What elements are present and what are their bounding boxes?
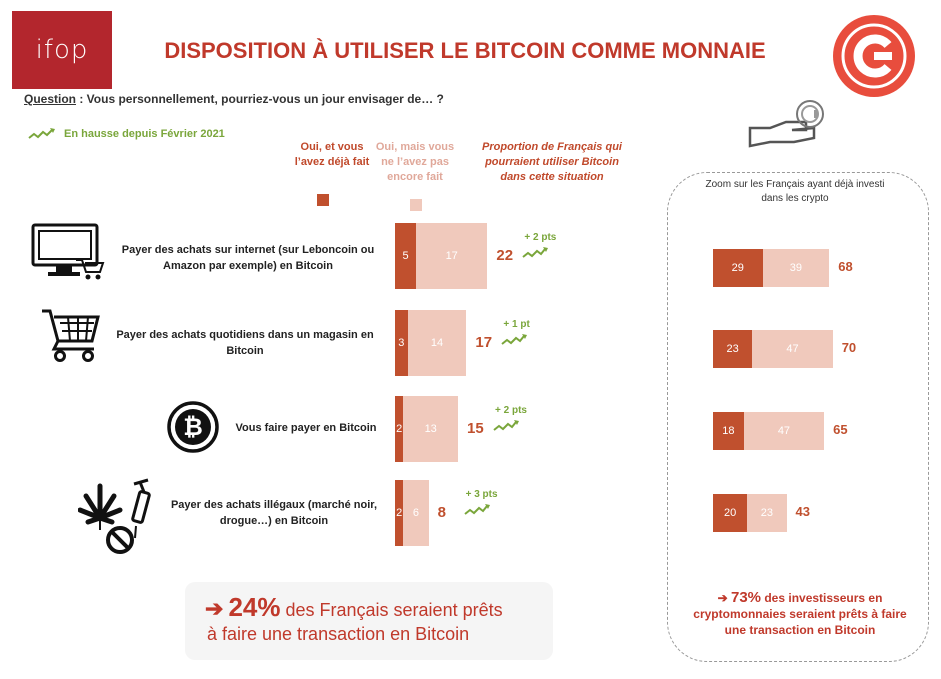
page-title: DISPOSITION À UTILISER LE BITCOIN COMME … [164,38,766,63]
bar-not-yet-0: 39 [762,249,830,287]
trend-up-icon [463,504,490,515]
bar-done-1: 23 [713,330,753,368]
trend-legend: En hausse depuis Février 2021 [28,128,225,140]
row-label-2: Vous faire payer en Bitcoin [235,422,377,434]
bar-done-0: 29 [713,249,763,287]
bar-total-1: 70 [841,340,857,355]
computer-cart-icon [31,223,105,280]
bar-done-0: 5 [395,223,416,289]
column-header-done: Oui, et vous l’avez déjà fait [294,141,370,168]
zoom-callout: ➔ 73% des investisseurs en cryptomonnaie… [676,590,924,638]
callout-text-2: à faire une transaction en Bitcoin [207,624,470,644]
cannabis-syringe-forbidden-icon [78,478,151,554]
callout-line-1: ➔ 24% des Français seraient prêts [205,592,503,623]
bar-not-yet-1: 47 [752,330,833,368]
row-label-3: Payer des achats illégaux (marché noir, … [170,499,378,527]
legend-swatch-not-yet [410,199,422,211]
bar-not-yet-1: 14 [407,310,467,376]
ifop-logo-text: ifop [35,35,89,65]
brand-logo-icon [833,15,915,97]
bitcoin-icon: ₿ [167,401,219,453]
bar-total-3: 43 [795,504,810,519]
bar-total-0: 22 [496,247,514,264]
zoom-callout-text-1: des investisseurs en [761,591,883,605]
bar-not-yet-3: 6 [403,480,429,546]
crypto-hand-icon [748,100,824,148]
main-callout: ➔ 24% des Français seraient prêts à fair… [185,582,553,660]
question-text: : Vous personnellement, pourriez-vous un… [76,92,444,106]
bar-done-2: 18 [713,412,744,450]
trend-label-0: + 2 pts [524,232,557,243]
trend-label-3: + 3 pts [465,489,498,500]
zoom-callout-line-1: ➔ 73% des investisseurs en [676,590,924,606]
row-label-1: Payer des achats quotidiens dans un maga… [116,329,374,357]
bar-done-3: 20 [713,494,748,532]
zoom-callout-text-3: une transaction en Bitcoin [724,623,876,637]
svg-text:₿: ₿ [183,413,203,441]
trend-legend-text: En hausse depuis Février 2021 [64,128,225,140]
bar-not-yet-2: 13 [403,396,458,462]
bar-total-2: 15 [467,420,484,437]
row-label-0: Payer des achats sur internet (sur Lebon… [121,244,375,272]
trend-label-1: + 1 pt [503,319,530,330]
question-label: Question [24,92,77,106]
trend-label-2: + 2 pts [495,405,527,416]
trend-up-icon [28,128,55,139]
arrow-right-icon: ➔ [717,591,728,605]
callout-text-1: des Français seraient prêts [280,600,503,620]
bar-total-0: 68 [838,259,853,274]
zoom-title: Zoom sur les Français ayant déjà investi… [700,178,890,206]
legend-swatch-done [317,194,329,206]
bar-total-1: 17 [475,334,493,351]
bar-done-1: 3 [395,310,408,376]
arrow-right-icon: ➔ [205,596,224,621]
column-header-proportion: Proportion de Français qui pourraient ut… [482,141,622,183]
trend-up-icon [501,334,528,345]
bar-not-yet-0: 17 [416,223,488,289]
zoom-panel [667,172,929,662]
callout-percent: 24% [228,592,281,622]
bar-total-2: 65 [833,422,848,437]
zoom-callout-text-2: cryptomonnaies seraient prêts à faire [693,607,907,621]
ifop-logo: ifop [12,11,112,89]
bar-not-yet-3: 23 [747,494,787,532]
bar-done-3: 2 [395,480,404,546]
bar-not-yet-2: 47 [743,412,825,450]
bar-total-3: 8 [437,504,446,521]
column-header-not-yet: Oui, mais vous ne l’avez pas encore fait [375,141,455,183]
shopping-cart-icon [42,309,100,362]
bar-done-2: 2 [395,396,404,462]
zoom-callout-percent: 73% [730,589,762,606]
trend-up-icon [493,420,519,431]
question: Question : Vous personnellement, pourrie… [24,92,444,106]
trend-up-icon [522,247,549,258]
